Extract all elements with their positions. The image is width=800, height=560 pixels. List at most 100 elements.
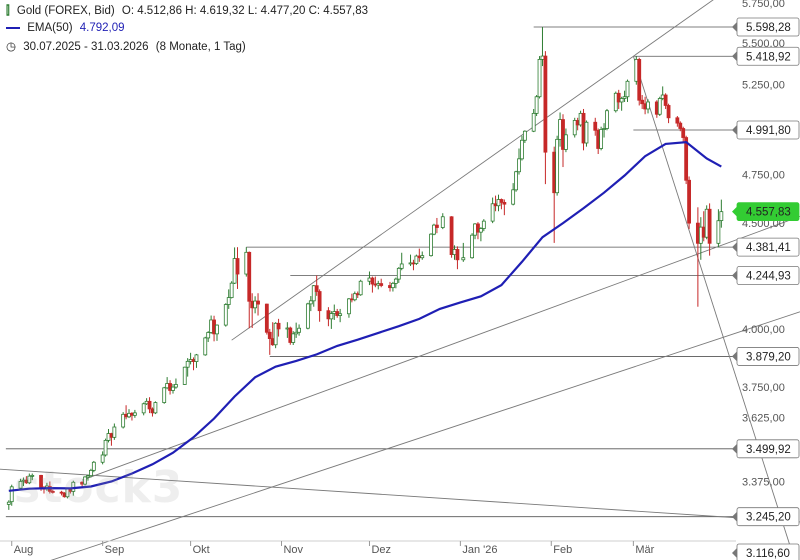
candle-body-up [273,322,278,346]
candle-body-up [229,282,234,298]
candle-body-up [625,80,630,98]
candle-body-down [370,277,375,285]
level-tag-pointer [732,443,737,454]
level-tag-pointer [732,206,737,217]
candle-body-up [294,331,299,335]
candle-body-up [490,203,495,222]
candle-body-up [605,110,609,129]
candle-body-up [185,360,190,368]
x-tick-label: Jan '26 [462,544,497,556]
candle-body-up [305,303,310,329]
candle-body-up [141,403,146,414]
header-row-instrument: ⫿ Gold (FOREX, Bid) O: 4.512,86 H: 4.619… [6,5,372,18]
candle-body-up [461,257,466,261]
candle-body-up [338,313,343,316]
candle-body-down [264,303,269,333]
candle-body-down [314,285,319,292]
candle-body-up [657,98,662,115]
candle-body-up [112,426,117,438]
candle-body-down [256,300,260,305]
candle-body-down [684,137,689,181]
level-label: 3.499,92 [746,444,791,456]
candle-body-up [599,129,604,149]
clock-icon: ◷ [6,41,17,53]
candle-body-down [678,122,683,129]
candle-body-up [429,233,433,257]
candle-body-down [476,223,480,233]
trendline [0,468,800,523]
candle-body-up [522,130,527,141]
level-label: 3.245,20 [746,512,791,524]
date-range: 30.07.2025 - 31.03.2026 [23,41,149,53]
candle-body-up [100,454,105,463]
level-label: 3.116,60 [746,548,790,560]
candle-body-up [291,333,296,343]
candle-body-up [182,366,187,385]
x-tick-label: Aug [14,544,34,556]
candle-body-up [358,280,363,296]
candle-body-up [432,224,436,235]
candle-body-down [593,121,598,131]
y-tick-label: 4.000,00 [742,324,785,336]
candle-body-up [440,216,445,228]
y-tick-label: 4.750,00 [742,170,785,182]
candle-body-up [478,228,483,233]
candle-body-up [171,386,175,391]
candle-body-up [719,211,724,221]
candle-body-up [622,96,627,99]
candle-body-up [352,293,357,301]
candle-body-up [537,58,542,98]
candle-body-up [174,384,178,388]
candle-body-up [414,255,419,264]
level-labels-layer: 5.598,28 5.418,92 4.991,80 4.557,83 4.381,41… [732,17,800,560]
candle-body-up [86,475,90,478]
candle-body-up [71,481,76,492]
candle-body-up [514,171,518,191]
level-tag-pointer [732,548,737,558]
candle-body-up [481,220,486,229]
candle-body-up [520,139,524,160]
ema-layer [8,140,722,492]
ohlc-values: O: 4.512,86 H: 4.619,32 L: 4.477,20 C: 4… [121,5,369,17]
level-tag-pointer [732,242,737,253]
y-tick-label: 5.750,00 [742,0,785,10]
x-tick-label: Okt [193,544,210,556]
candle-body-down [543,55,548,153]
instrument-name: Gold (FOREX, Bid) [16,5,115,17]
candles-layer [6,27,724,510]
candle-body-up [297,327,301,333]
range-note: (8 Monate, 1 Tag) [155,41,246,53]
candle-body-up [194,354,199,362]
candle-body-up [30,474,35,477]
chart-type-icon[interactable]: ⫿ [6,5,10,17]
candle-body-down [616,92,621,103]
candle-body-up [531,112,536,132]
candle-body-up [584,121,589,144]
candle-body-up [534,96,539,114]
candle-body-up [223,304,228,326]
level-tag-pointer [732,270,737,281]
candle-body-up [311,285,316,302]
header-row-ema: EMA(50) 4.792,09 [6,22,129,34]
candle-body-up [215,324,219,335]
horizontal-levels-layer [5,26,736,518]
level-tag-pointer [732,511,737,522]
candle-body-down [637,58,642,101]
candle-body-up [91,461,96,471]
level-tag-pointer [732,124,737,135]
candle-body-down [267,331,272,340]
candle-body-up [103,439,108,456]
candle-body-up [132,412,137,416]
candle-body-up [396,267,401,280]
candle-body-up [329,313,334,320]
candle-body-down [50,490,55,493]
candle-body-up [646,101,650,110]
candle-body-up [347,298,351,315]
candle-body-up [27,475,32,484]
candle-body-up [226,297,231,305]
trendline [632,56,796,560]
candle-body-up [555,138,560,194]
candle-body-up [206,332,211,339]
